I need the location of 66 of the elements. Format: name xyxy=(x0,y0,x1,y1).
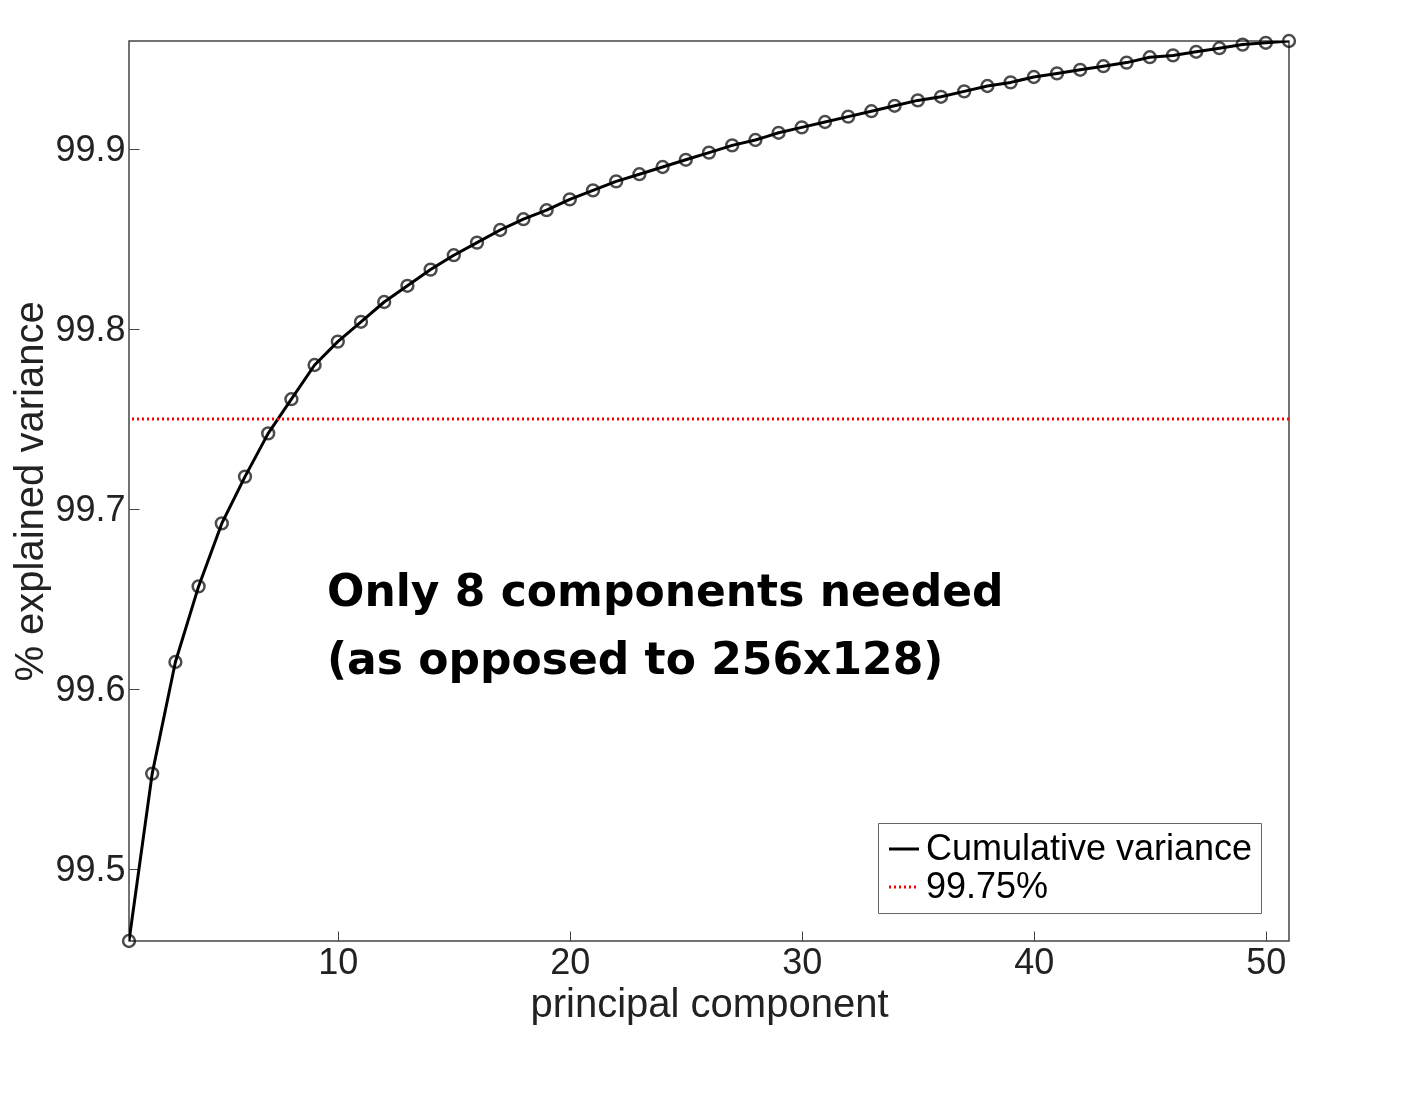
point xyxy=(1165,48,1181,63)
point xyxy=(1049,66,1065,81)
point xyxy=(1142,50,1157,65)
point xyxy=(191,579,206,594)
point xyxy=(771,125,786,140)
point xyxy=(261,426,276,441)
y-tick-label: 99.5 xyxy=(55,847,126,889)
point xyxy=(632,167,647,182)
point xyxy=(887,98,902,113)
point xyxy=(609,174,624,189)
x-tick-label: 20 xyxy=(550,940,591,982)
point xyxy=(1003,75,1018,90)
x-tick-label: 50 xyxy=(1246,940,1287,982)
point xyxy=(1026,69,1041,85)
point xyxy=(307,357,322,373)
point xyxy=(725,138,740,153)
point xyxy=(1235,37,1250,52)
point xyxy=(121,933,137,949)
point xyxy=(1189,44,1204,59)
point xyxy=(933,89,949,104)
annotation: Only 8 components needed (as opposed to 256x128) xyxy=(327,565,1004,684)
point xyxy=(1096,59,1111,74)
y-tick-label: 99.6 xyxy=(55,667,126,709)
point xyxy=(1119,55,1134,70)
point xyxy=(516,212,531,227)
point xyxy=(1073,62,1088,77)
point xyxy=(284,392,299,407)
y-tick-label: 99.7 xyxy=(55,487,126,529)
point xyxy=(748,132,763,148)
point xyxy=(957,84,972,99)
y-tick-label: 99.8 xyxy=(55,307,126,349)
x-tick-label: 10 xyxy=(318,940,359,982)
point xyxy=(817,114,833,130)
point xyxy=(539,203,554,218)
point xyxy=(423,262,438,277)
legend-label: 99.75% xyxy=(926,865,1049,906)
point xyxy=(214,516,229,531)
point xyxy=(377,294,392,310)
legend-label: Cumulative variance xyxy=(926,827,1253,868)
y-axis-title: % explained variance xyxy=(7,301,52,682)
point xyxy=(655,159,670,175)
point xyxy=(794,120,809,135)
y-tick-label: 99.9 xyxy=(55,127,126,169)
point xyxy=(864,104,879,119)
point xyxy=(980,78,995,94)
point xyxy=(910,93,925,108)
x-tick-label: 40 xyxy=(1014,940,1055,982)
point xyxy=(1281,33,1297,49)
point xyxy=(446,248,461,263)
point xyxy=(237,469,253,484)
point xyxy=(678,152,693,167)
x-tick-label: 30 xyxy=(782,940,823,982)
x-axis-title: principal component xyxy=(530,980,889,1025)
point xyxy=(168,654,183,670)
point xyxy=(330,334,345,349)
point xyxy=(841,109,856,124)
point xyxy=(562,192,577,207)
point xyxy=(701,145,717,160)
point xyxy=(1212,41,1227,56)
point xyxy=(493,222,508,238)
point xyxy=(585,183,601,198)
point xyxy=(353,314,369,329)
point xyxy=(145,766,160,781)
point xyxy=(400,278,415,293)
point xyxy=(469,235,485,250)
point xyxy=(1258,35,1273,50)
